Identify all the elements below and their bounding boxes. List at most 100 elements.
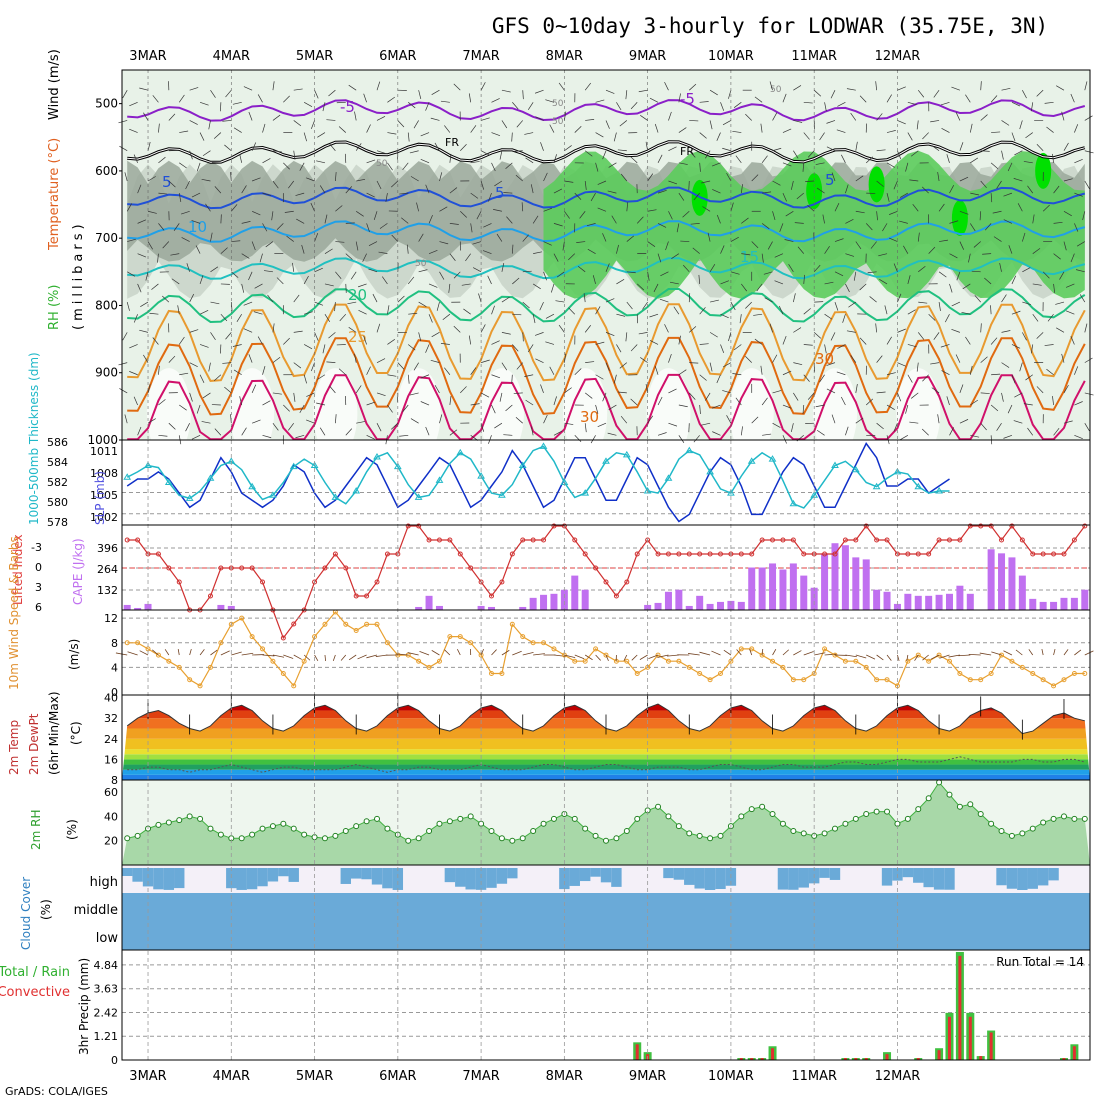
wind-barb — [905, 162, 909, 172]
wind-barb — [951, 86, 961, 91]
pressure-axis-label: (millibars) — [71, 220, 86, 330]
wind-barb — [329, 143, 336, 151]
wind-barb — [564, 211, 570, 219]
wind-barb — [262, 434, 272, 439]
wind-barb — [1053, 427, 1060, 436]
wind-barb — [162, 295, 170, 303]
isotherm-line — [127, 336, 1086, 416]
wind-speed-point — [770, 658, 776, 664]
wind-barb — [946, 154, 950, 163]
wind-barb — [597, 207, 607, 212]
wind-barb-10m — [357, 654, 367, 660]
wind-barb — [813, 332, 822, 339]
wind-barb — [157, 253, 159, 263]
rh2m-point — [269, 823, 276, 830]
wind-barb — [189, 362, 198, 368]
thickness-point — [206, 474, 215, 481]
rh2m-point — [186, 813, 193, 820]
cloud-high-bar — [257, 868, 268, 887]
wind-barb — [263, 270, 273, 273]
wind-barb — [276, 277, 284, 285]
thickness-tick: 580 — [47, 496, 68, 509]
wind-barb-10m — [914, 654, 919, 661]
wind-barb — [909, 421, 919, 424]
isotherm-label: 30 — [580, 408, 599, 426]
wind-barb — [549, 366, 555, 375]
isotherm-freezing-core — [127, 141, 1085, 163]
cape-bar — [654, 602, 662, 610]
cloud-high-bar — [288, 868, 299, 882]
label-wind-units: (m/s) — [67, 639, 81, 670]
wind-barb — [251, 177, 261, 182]
wind-barb — [222, 362, 232, 364]
wind-barb — [870, 241, 877, 249]
wind-barb — [990, 193, 993, 203]
wind-barb — [480, 359, 490, 363]
wind-barb — [824, 313, 833, 320]
wind-barb — [488, 192, 492, 202]
wind-barb — [999, 262, 1002, 272]
wind-barb — [468, 335, 472, 345]
wind-barb — [772, 354, 778, 363]
lifted-index-point — [988, 523, 994, 529]
wind-barb — [420, 401, 430, 406]
wind-barb — [1074, 124, 1079, 133]
rh2m-point — [1071, 815, 1078, 822]
wind-barb — [1036, 144, 1044, 151]
temp-band — [122, 749, 1090, 755]
wind-barb — [143, 112, 149, 121]
cape-bar — [1070, 597, 1078, 610]
wind-barb-10m — [1028, 649, 1034, 656]
wind-barb-10m — [595, 654, 601, 661]
wind-speed-point — [187, 677, 193, 683]
wind-speed-point — [416, 658, 422, 664]
wind-barb — [1032, 313, 1039, 322]
wind-barb — [241, 185, 247, 194]
wind-barb — [1047, 313, 1054, 322]
rh-contour-label: 50 — [552, 117, 564, 127]
wind-barb — [248, 111, 253, 121]
wind-barb — [855, 210, 865, 214]
wind-barb — [391, 422, 399, 430]
rh-dry-pocket — [313, 368, 358, 459]
wind-barb — [584, 150, 593, 157]
wind-barb — [540, 142, 544, 151]
lifted-index-point — [260, 579, 266, 585]
wind-barb — [785, 210, 794, 217]
date-label-top: 3MAR — [129, 49, 166, 64]
wind-barb — [1063, 384, 1069, 394]
wind-barb — [434, 384, 440, 394]
wind-barb — [689, 392, 696, 400]
precip-convective-bar — [854, 1058, 858, 1060]
rh2m-point — [675, 823, 682, 830]
wind-barb — [602, 392, 607, 402]
wind-barb — [328, 332, 336, 339]
rh-dry-pocket — [812, 368, 857, 459]
lifted-index-point — [780, 537, 786, 543]
wind-barb — [1036, 386, 1044, 394]
wind-barb — [886, 404, 895, 410]
thickness-point — [123, 473, 132, 480]
wind-barb — [439, 206, 448, 212]
rh2m-point — [769, 811, 776, 817]
wind-barb — [762, 191, 772, 194]
wind-barb — [959, 142, 964, 151]
wind-barb — [257, 94, 263, 103]
wind-barb — [916, 120, 919, 130]
wind-barb — [272, 356, 281, 363]
wind-barb — [893, 263, 898, 272]
wind-barb — [822, 214, 825, 224]
wind-barb — [909, 179, 919, 182]
wind-barb-10m — [688, 653, 700, 656]
rh2m-point — [540, 820, 547, 827]
cloud-high-bar — [507, 868, 518, 879]
lifted-index-point — [655, 551, 661, 557]
wind-barb — [955, 354, 961, 363]
wind-barb — [830, 332, 836, 341]
wind-barb — [402, 404, 409, 413]
wind-barb — [1011, 101, 1021, 107]
wind-barb — [231, 204, 238, 212]
wind-barb — [511, 374, 513, 384]
panel-frame-wind10m — [121, 609, 1091, 696]
thickness-point — [289, 462, 298, 470]
